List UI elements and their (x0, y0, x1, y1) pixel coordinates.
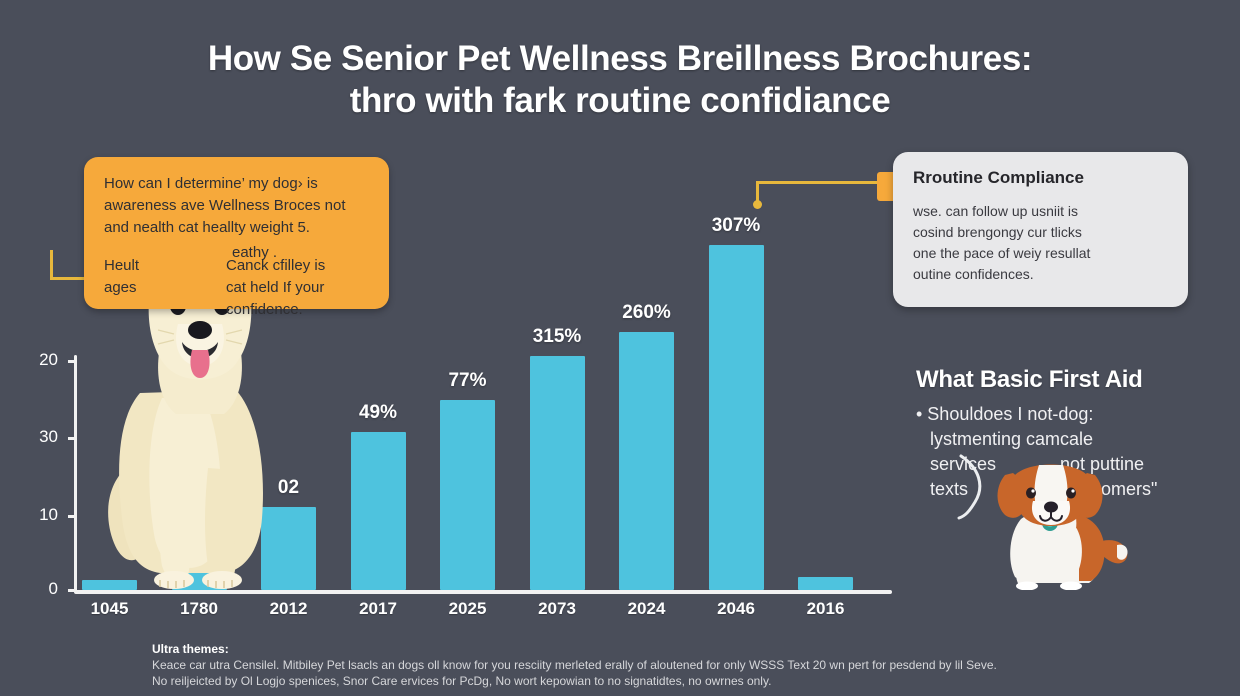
x-tick-2073: 2073 (538, 599, 576, 618)
page-title: How Se Senior Pet Wellness Breillness Br… (0, 38, 1240, 122)
beagle-dog-illustration (997, 464, 1128, 590)
gray-body-line-3: one the pace of weiy resullat (913, 245, 1091, 261)
gray-body-line-1: wse. can follow up usniit is (913, 203, 1078, 219)
first-aid-section: What Basic First Aid • Shouldoes I not-d… (916, 366, 1216, 502)
x-tick-2046: 2046 (717, 599, 755, 618)
bar-2012 (261, 507, 316, 590)
gray-body-line-2: cosind brengongy cur tlicks (913, 224, 1082, 240)
x-tick-1045: 1045 (90, 599, 129, 618)
right-connector-vertical (756, 181, 759, 205)
x-tick-2016: 2016 (806, 599, 845, 618)
bar-2046 (708, 244, 764, 590)
first-aid-line-3-left: services (930, 454, 997, 474)
gray-callout-box: Rroutine Compliance wse. can follow up u… (893, 152, 1188, 307)
orange-col-right-line-2: cat held If your (226, 279, 325, 296)
first-aid-line-2: lystmenting camcale (930, 429, 1094, 449)
gray-body-line-4: outine confidences. (913, 266, 1034, 282)
bar-2024 (619, 332, 674, 590)
x-tick-2012: 2012 (269, 599, 308, 618)
orange-col-left-line-2: ages (104, 279, 137, 296)
orange-line-3: and nealth cat heallty weight 5. (104, 219, 310, 236)
orange-col-left: Heult ages (104, 255, 196, 321)
first-aid-line-3-right: not puttine (1060, 454, 1145, 474)
y-tick-label-10: 10 (39, 505, 58, 524)
y-tick-mark (68, 515, 76, 518)
orange-col-right-line-1: Canck cfilley is (226, 257, 326, 274)
bar-2017 (350, 432, 406, 590)
y-tick-label-30: 30 (39, 427, 58, 446)
bar-1045 (82, 580, 137, 590)
footer-line-2: No reiljeicted by Ol Logjo spenices, Sno… (152, 674, 772, 688)
y-tick-mark (68, 437, 76, 440)
bar-value-label: 49% (358, 402, 398, 424)
first-aid-body: • Shouldoes I not-dog: lystmenting camca… (916, 402, 1216, 502)
x-axis-line (74, 590, 892, 594)
orange-para-2: Heult ages Canck cfilley is cat held If … (104, 255, 371, 321)
left-connector-horizontal (50, 277, 108, 280)
orange-line-1: How can I determine’ my dog› is (104, 175, 318, 192)
y-tick-label-0: 0 (48, 579, 58, 598)
orange-col-right-line-3: confidence. (226, 301, 303, 318)
bar-2025 (440, 400, 495, 590)
left-connector-vertical (50, 250, 53, 280)
footer-heading: Ultra themes: (152, 642, 229, 656)
bar-value-label: 307% (711, 214, 761, 236)
x-tick-2025: 2025 (448, 599, 487, 618)
bar-2073 (529, 356, 585, 590)
bar-value-label: 02 (277, 477, 300, 499)
orange-col-left-line-1: Heult (104, 257, 140, 274)
orange-callout-box: How can I determine’ my dog› is awarenes… (84, 157, 389, 318)
y-tick-mark (68, 360, 76, 363)
orange-col-mid-text: eathy . (232, 244, 278, 261)
footer-line-1: Keace car utra Censilel. Mitbiley Pet ls… (152, 658, 997, 672)
first-aid-line-3: services not puttine (916, 452, 1216, 477)
y-tick-mark (68, 589, 76, 592)
orange-para-1: How can I determine’ my dog› is awarenes… (104, 173, 371, 239)
orange-line-2: awareness ave Wellness Broces not (104, 197, 346, 214)
bar-value-label: 260% (622, 302, 671, 324)
title-line-1: How Se Senior Pet Wellness Breillness Br… (207, 39, 1033, 78)
first-aid-line-4-left: texts (930, 479, 969, 499)
gray-callout-body: wse. can follow up usniit is cosind bren… (913, 201, 1170, 285)
bar-value-label: 315% (532, 326, 582, 348)
footer-note: Ultra themes: Keace car utra Censilel. M… (152, 641, 1212, 689)
title-line-2: thro with fark routine confidiance (349, 81, 891, 120)
x-tick-1780: 1780 (180, 599, 218, 618)
first-aid-title: What Basic First Aid (916, 366, 1143, 393)
gray-callout-title: Rroutine Compliance (913, 168, 1084, 187)
orange-col-right: Canck cfilley is cat held If your confid… (226, 255, 354, 321)
first-aid-bullet: • Shouldoes I not-dog: (916, 404, 1094, 424)
right-connector-horizontal (756, 181, 884, 184)
y-tick-label-20: 20 (39, 350, 58, 369)
x-tick-2024: 2024 (627, 599, 666, 618)
y-axis-line (74, 355, 77, 593)
bar-2016 (798, 577, 853, 590)
bar-value-label: 77% (448, 370, 487, 392)
leash-squiggle-icon (957, 454, 982, 520)
x-tick-2017: 2017 (359, 599, 397, 618)
